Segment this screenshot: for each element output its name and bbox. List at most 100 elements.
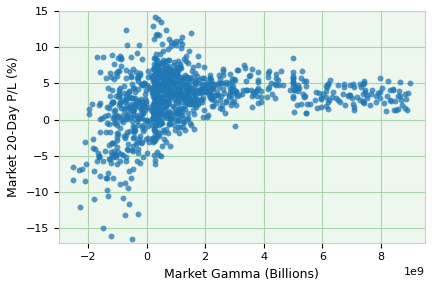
Point [169,91,176,96]
Point [151,113,158,118]
Point [114,162,121,166]
Point [199,96,206,101]
Point [267,80,274,85]
Point [175,131,182,135]
Point [137,115,143,120]
Point [160,67,167,72]
Point [108,99,115,104]
Point [173,70,180,75]
Point [168,71,175,75]
Point [230,88,237,92]
Point [175,114,182,119]
Point [154,81,161,86]
Point [144,124,151,128]
Point [166,97,173,101]
Point [137,134,144,138]
Point [192,100,199,104]
Point [122,155,129,159]
Point [384,79,391,83]
Point [174,71,181,75]
Point [161,77,168,82]
Point [265,71,272,75]
Point [150,83,157,88]
Point [353,95,360,99]
Point [168,69,175,74]
Point [205,113,212,118]
Point [137,116,143,121]
Point [377,75,384,80]
Point [171,110,178,115]
Point [155,118,162,123]
Point [150,79,157,83]
Point [161,113,168,118]
Point [181,97,188,102]
Point [163,127,170,131]
Point [151,84,158,89]
Point [150,99,157,104]
Point [181,83,187,88]
Point [121,108,128,112]
Point [126,105,133,109]
Point [169,69,176,73]
Point [229,84,236,88]
Point [79,166,86,171]
Point [377,90,384,95]
Point [124,103,131,107]
Point [360,79,367,84]
Point [147,107,154,112]
Point [324,100,331,104]
Point [175,94,182,98]
Point [216,76,223,81]
Point [156,134,162,139]
Point [105,194,111,198]
Point [162,101,168,105]
Point [110,100,117,104]
Point [152,14,159,19]
Point [166,116,173,121]
Point [175,111,182,115]
Point [243,78,250,83]
Point [146,139,152,144]
Point [154,17,161,22]
Point [233,103,240,108]
Point [166,75,173,80]
Point [187,30,194,35]
Point [208,95,215,100]
Point [145,75,152,79]
Point [88,102,95,107]
Point [130,149,137,154]
Point [168,68,175,72]
Point [152,94,159,99]
Point [170,84,177,89]
Point [137,101,144,106]
Point [130,107,137,112]
Point [403,108,410,112]
Point [168,88,175,93]
Point [204,83,211,88]
Point [130,113,137,118]
Point [311,98,318,102]
Point [135,98,142,103]
Point [351,85,358,89]
Point [102,175,109,180]
Point [116,159,123,163]
Point [109,116,116,120]
Point [185,94,192,98]
Point [171,71,178,75]
Point [161,83,168,87]
Point [128,108,135,113]
Point [108,150,115,154]
Point [143,137,149,142]
Point [143,117,150,122]
Point [96,103,103,107]
Point [155,99,162,103]
Point [180,88,187,92]
Point [151,55,158,60]
Point [164,86,171,90]
Point [152,76,159,81]
Point [183,84,190,89]
Point [227,90,234,94]
Point [178,82,184,87]
Point [175,107,181,111]
Point [219,107,226,111]
